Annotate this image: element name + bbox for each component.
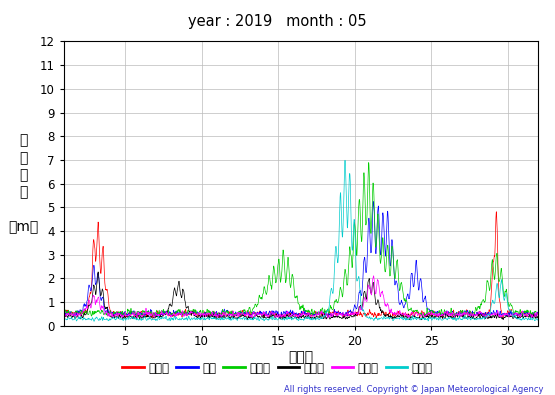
唐桑 — [60, 311, 67, 316]
唐桑 — [277, 314, 284, 319]
経ヶ屬 — [255, 314, 261, 319]
屋久島 — [264, 317, 270, 322]
生月島 — [60, 314, 67, 319]
上ノ国 — [60, 310, 67, 315]
Text: 有
義
波
高

（m）: 有 義 波 高 （m） — [8, 134, 39, 234]
屋久島 — [121, 316, 128, 321]
上ノ国 — [360, 312, 366, 316]
生月島 — [121, 313, 128, 318]
Line: 石廈崎: 石廈崎 — [64, 163, 538, 317]
X-axis label: （日）: （日） — [289, 351, 314, 365]
唐桑 — [535, 310, 542, 315]
Text: All rights reserved. Copyright © Japan Meteorological Agency: All rights reserved. Copyright © Japan M… — [284, 385, 544, 394]
唐桑 — [274, 312, 281, 316]
屋久島 — [377, 316, 384, 320]
唐桑 — [377, 252, 384, 256]
上ノ国 — [121, 313, 128, 318]
生月島 — [360, 303, 366, 308]
石廈崎 — [535, 314, 542, 318]
上ノ国 — [377, 312, 384, 317]
上ノ国 — [535, 312, 542, 317]
上ノ国 — [264, 313, 270, 318]
屋久島 — [274, 317, 281, 322]
屋久島 — [255, 315, 261, 320]
経ヶ屬 — [274, 314, 281, 318]
唐桑 — [264, 312, 270, 317]
屋久島 — [360, 307, 367, 312]
経ヶ屬 — [535, 316, 542, 321]
石廈崎 — [365, 160, 372, 165]
屋久島 — [535, 318, 542, 322]
経ヶ屬 — [60, 314, 67, 319]
経ヶ屬 — [121, 313, 128, 318]
石廈崎 — [274, 266, 281, 271]
石廈崎 — [264, 290, 270, 294]
屋久島 — [60, 318, 67, 323]
Legend: 上ノ国, 唐桑, 石廈崎, 経ヶ屬, 生月島, 屋久島: 上ノ国, 唐桑, 石廈崎, 経ヶ屬, 生月島, 屋久島 — [118, 357, 437, 379]
石廈崎 — [60, 312, 67, 317]
上ノ国 — [255, 310, 261, 315]
Line: 上ノ国: 上ノ国 — [64, 212, 538, 318]
経ヶ屬 — [264, 315, 270, 320]
石廈崎 — [255, 301, 261, 306]
生月島 — [535, 312, 542, 317]
経ヶ屬 — [377, 308, 384, 312]
石廈崎 — [360, 188, 366, 192]
石廈崎 — [121, 314, 128, 319]
経ヶ屬 — [360, 295, 366, 299]
生月島 — [370, 273, 377, 278]
Line: 生月島: 生月島 — [64, 276, 538, 318]
上ノ国 — [493, 209, 500, 214]
唐桑 — [360, 269, 366, 274]
経ヶ屬 — [95, 269, 102, 274]
Line: 屋久島: 屋久島 — [64, 160, 538, 321]
上ノ国 — [388, 316, 395, 321]
生月島 — [274, 313, 281, 318]
唐桑 — [121, 310, 128, 314]
Line: 経ヶ屬: 経ヶ屬 — [64, 272, 538, 320]
唐桑 — [255, 312, 261, 317]
生月島 — [255, 311, 261, 316]
唐桑 — [370, 199, 377, 204]
生月島 — [264, 314, 270, 319]
石廈崎 — [377, 258, 384, 262]
Text: year : 2019   month : 05: year : 2019 month : 05 — [188, 14, 367, 29]
生月島 — [325, 316, 331, 320]
Line: 唐桑: 唐桑 — [64, 201, 538, 317]
上ノ国 — [274, 313, 281, 318]
屋久島 — [342, 158, 349, 163]
経ヶ屬 — [418, 318, 425, 322]
屋久島 — [90, 319, 97, 324]
生月島 — [377, 292, 384, 297]
石廈崎 — [138, 314, 144, 319]
